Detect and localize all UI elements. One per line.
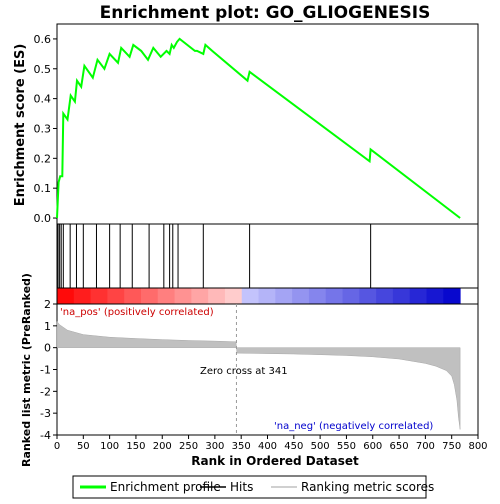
es-line-layer	[56, 37, 461, 219]
heatmap-cell	[392, 288, 411, 304]
pos-correlated-label: 'na_pos' (positively correlated)	[60, 307, 214, 318]
x-tick-label: 650	[390, 441, 409, 452]
x-tick-label: 450	[284, 441, 303, 452]
heatmap-cell	[308, 288, 327, 304]
heatmap-cell	[443, 288, 461, 304]
heatmap-cell	[426, 288, 444, 304]
x-tick-label: 500	[311, 441, 330, 452]
ranked-y-axis-label: Ranked list metric (PreRanked)	[20, 273, 33, 467]
heatmap-cell	[90, 288, 108, 304]
heatmap-cell	[376, 288, 394, 304]
x-tick-label: 200	[153, 441, 172, 452]
es-y-tick-label: 0.4	[34, 93, 52, 106]
x-tick-label: 750	[442, 441, 461, 452]
heatmap-cell	[224, 288, 243, 304]
x-tick-label: 400	[258, 441, 277, 452]
legend-label: Hits	[230, 480, 253, 494]
x-tick-label: 250	[179, 441, 198, 452]
heatmap-cell	[292, 288, 310, 304]
x-tick-label: 50	[77, 441, 90, 452]
ranked-y-tick-label: -2	[40, 385, 51, 398]
heatmap-cell	[57, 288, 75, 304]
heatmap-cell	[157, 288, 176, 304]
x-tick-label: 700	[416, 441, 435, 452]
es-y-tick-label: 0.6	[34, 33, 52, 46]
x-tick-label: 550	[337, 441, 356, 452]
ranked-y-tick-label: -1	[40, 364, 51, 377]
legend-frame	[72, 475, 427, 499]
ranked-panel-frame	[56, 303, 479, 436]
ranked-y-axis: 2 1 0 -1 -2 -3 -4	[40, 298, 57, 442]
x-tick-label: 350	[232, 441, 251, 452]
x-tick-label: 600	[363, 441, 382, 452]
heatmap-cell	[258, 288, 276, 304]
x-axis-label: Rank in Ordered Dataset	[191, 454, 359, 468]
ranked-y-tick-label: 1	[44, 320, 51, 333]
es-y-tick-label: 0.5	[34, 63, 52, 76]
ranked-y-tick-label: -4	[40, 429, 51, 442]
ranked-metric-layer	[56, 304, 461, 435]
hits-panel-frame	[56, 223, 479, 289]
es-y-tick-label: 0.3	[34, 122, 52, 135]
heatmap-cell	[208, 288, 226, 304]
heatmap-cell	[107, 288, 125, 304]
rank-heatmap-strip	[57, 288, 461, 304]
es-y-tick-label: 0.1	[34, 182, 52, 195]
heatmap-cell	[174, 288, 192, 304]
legend: Enrichment profile Hits Ranking metric sco…	[80, 480, 434, 494]
chart-title: Enrichment plot: GO_GLIOGENESIS	[100, 3, 431, 23]
heatmap-cell	[191, 288, 209, 304]
es-y-axis-label: Enrichment score (ES)	[13, 44, 28, 207]
x-tick-label: 300	[205, 441, 224, 452]
ranked-y-tick-label: 0	[44, 342, 51, 355]
ranking-metric-area	[56, 320, 461, 430]
heatmap-cell	[124, 288, 142, 304]
es-y-axis: 0.0 0.1 0.2 0.3 0.4 0.5 0.6	[34, 33, 57, 225]
heatmap-cell	[342, 288, 360, 304]
heatmap-cell	[73, 288, 92, 304]
legend-label: Enrichment profile	[110, 480, 221, 494]
heatmap-cell	[241, 288, 260, 304]
zero-cross-label: Zero cross at 341	[200, 366, 288, 377]
heatmap-cell	[140, 288, 159, 304]
es-panel-frame	[56, 23, 479, 225]
x-axis: 0 50 100 150 200 250 300 350 400 450 500 550 600 650 7…	[54, 435, 488, 452]
x-tick-label: 150	[126, 441, 145, 452]
neg-correlated-label: 'na_neg' (negatively correlated)	[274, 421, 433, 432]
es-y-tick-label: 0.2	[34, 152, 52, 165]
x-tick-label: 100	[100, 441, 119, 452]
x-tick-label: 0	[54, 441, 60, 452]
x-tick-label: 800	[468, 441, 487, 452]
heatmap-cell	[325, 288, 344, 304]
ranked-y-tick-label: -3	[40, 407, 51, 420]
ranked-y-tick-label: 2	[44, 298, 51, 311]
heatmap-cell	[359, 288, 377, 304]
es-y-tick-label: 0.0	[34, 212, 52, 225]
legend-label: Ranking metric scores	[301, 480, 434, 494]
heatmap-cell	[409, 288, 428, 304]
enrichment-profile-line	[56, 37, 461, 219]
hits-layer	[57, 224, 372, 288]
heatmap-cell	[275, 288, 293, 304]
